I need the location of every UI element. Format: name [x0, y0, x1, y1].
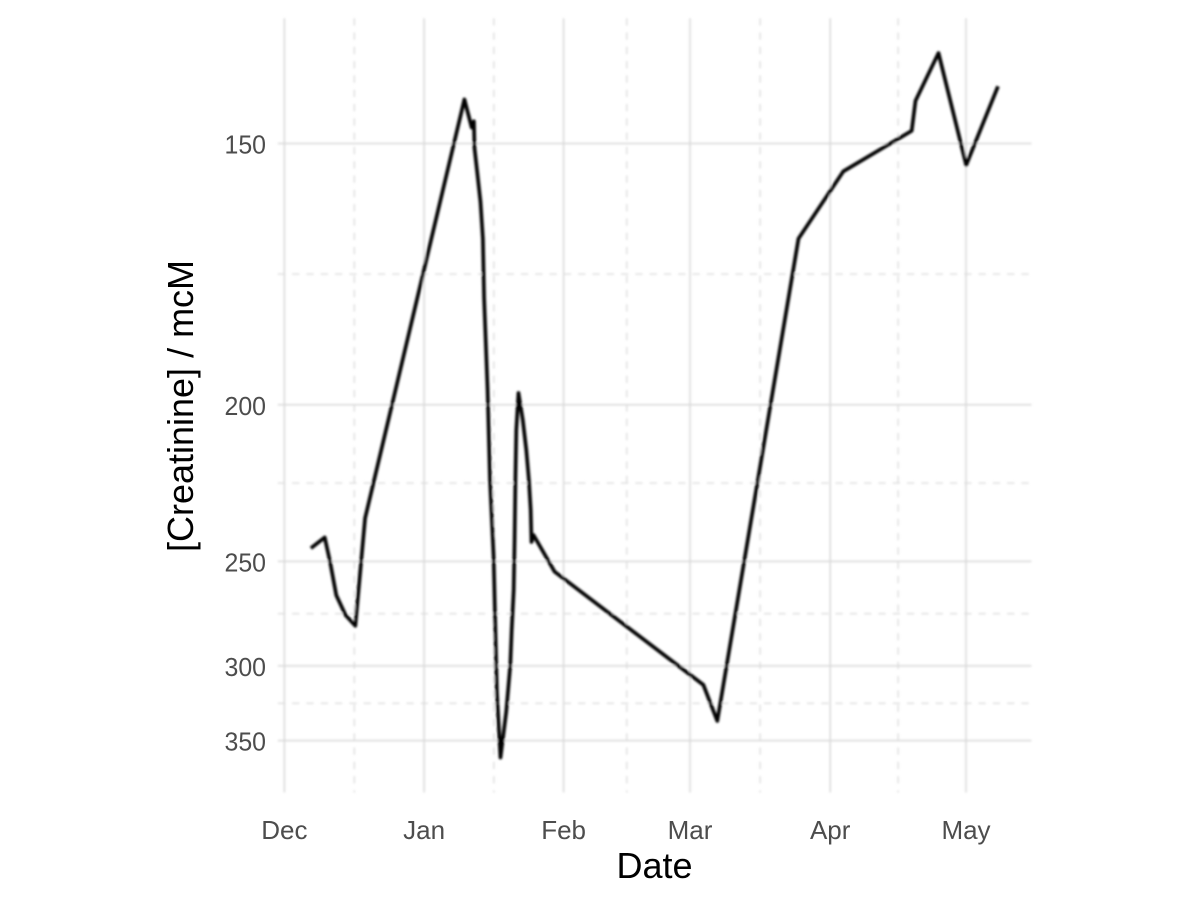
svg-text:350: 350 [225, 727, 267, 757]
svg-text:Jan: Jan [403, 815, 445, 845]
svg-text:Apr: Apr [810, 815, 851, 845]
svg-text:Feb: Feb [541, 815, 586, 845]
svg-text:[Creatinine] / mcM: [Creatinine] / mcM [160, 260, 201, 552]
svg-text:200: 200 [225, 391, 267, 421]
svg-text:Date: Date [616, 845, 692, 886]
svg-text:150: 150 [225, 130, 267, 160]
svg-text:Dec: Dec [261, 815, 307, 845]
svg-text:May: May [941, 815, 990, 845]
svg-text:Mar: Mar [668, 815, 713, 845]
svg-text:300: 300 [225, 652, 267, 682]
svg-text:250: 250 [225, 548, 267, 578]
